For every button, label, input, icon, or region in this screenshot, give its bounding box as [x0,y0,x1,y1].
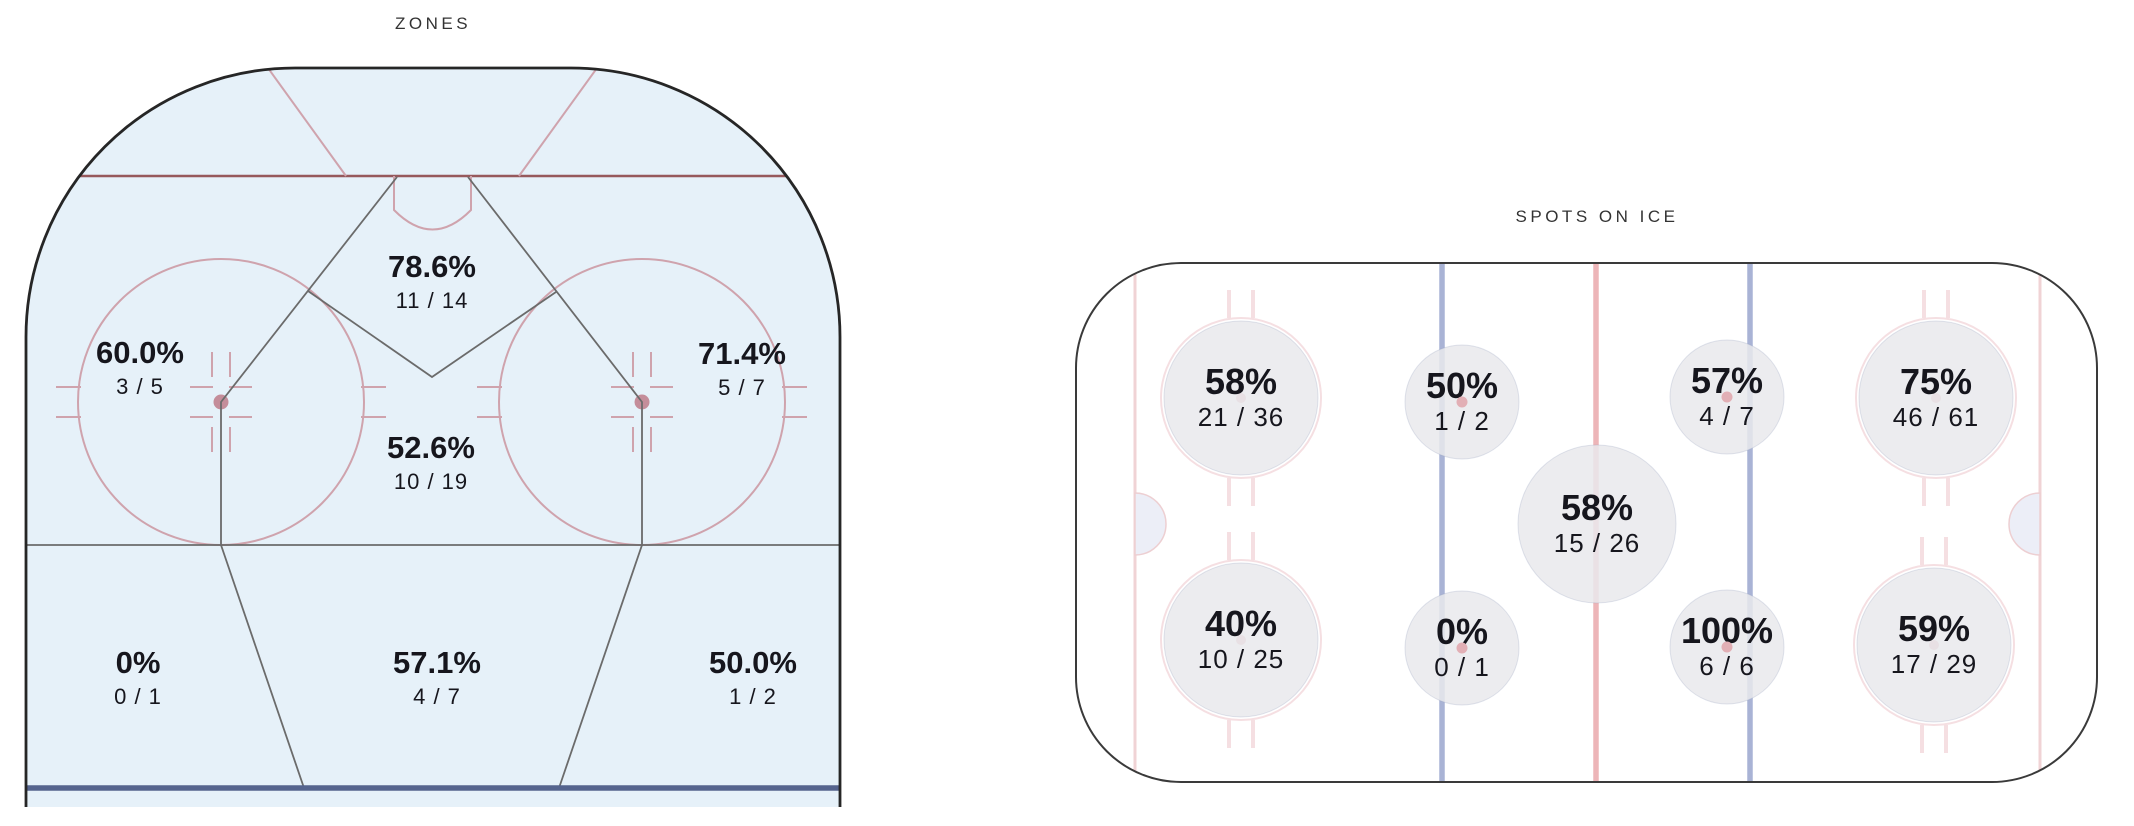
zones-ice-surface [26,68,840,807]
spots-title: SPOTS ON ICE [1516,207,1679,226]
spot-circle [1163,320,1319,476]
zone-pct: 78.6% [388,249,476,284]
zone-label-right-faceoff-circle: 71.4% 5 / 7 [698,336,786,400]
zone-fraction: 10 / 19 [394,469,468,494]
zones-boards [24,66,842,807]
spot-circle [1858,320,2014,476]
zone-boundaries [26,176,840,789]
zone-label-right-point: 50.0% 1 / 2 [709,645,797,709]
spot-fraction: 6 / 6 [1699,651,1755,681]
spot-circle [1163,562,1319,718]
zone-pct: 0% [116,645,161,680]
zone-fraction: 11 / 14 [396,288,469,313]
spot-circle [1856,567,2012,723]
zones-diagram: ZONES [24,14,842,807]
zone-label-high-slot: 78.6% 11 / 14 [388,249,476,313]
spot-fraction: 17 / 29 [1891,649,1978,679]
spot-fraction: 21 / 36 [1198,402,1285,432]
zone-pct: 60.0% [96,335,184,370]
zones-markings [26,68,840,791]
zone-fraction: 3 / 5 [116,374,164,399]
zone-label-left-point: 0% 0 / 1 [114,645,162,709]
goal-crease-right [2008,492,2041,556]
spot-pct: 59% [1898,608,1970,649]
zone-label-left-faceoff-circle: 60.0% 3 / 5 [96,335,184,399]
zone-fraction: 4 / 7 [413,684,461,709]
zone-fraction: 5 / 7 [718,375,766,400]
spot-pct: 58% [1205,361,1277,402]
zone-pct: 71.4% [698,336,786,371]
zone-label-low-slot: 52.6% 10 / 19 [387,430,475,494]
spot-pct: 58% [1561,487,1633,528]
zone-fraction: 1 / 2 [729,684,777,709]
zone-pct: 57.1% [393,645,481,680]
spot-oz-right-bottom: 59%17 / 29 [1856,567,2012,723]
trapezoid-line-right [518,68,598,177]
trapezoid-line-left [267,68,347,177]
spot-center-ice: 58%15 / 26 [1517,444,1677,604]
faceoff-marks-left [56,352,386,452]
spot-fraction: 0 / 1 [1434,652,1490,682]
spots-diagram: SPOTS ON ICE [1075,207,2098,783]
goal-crease-left [1134,492,1167,556]
spot-circle [1517,444,1677,604]
spot-fraction: 1 / 2 [1434,406,1490,436]
zone-labels: 78.6% 11 / 14 60.0% 3 / 5 71.4% 5 / 7 52.6% 10 … [96,249,797,709]
spot-fraction: 15 / 26 [1554,528,1641,558]
neutral-zone-dots [1456,391,1733,654]
spot-fraction: 46 / 61 [1893,402,1980,432]
zone-fraction: 0 / 1 [114,684,162,709]
spot-fraction: 10 / 25 [1198,644,1285,674]
zone-label-center-point: 57.1% 4 / 7 [393,645,481,709]
spot-fraction: 4 / 7 [1699,401,1755,431]
spot-oz-left-top: 58%21 / 36 [1163,320,1319,476]
zone-pct: 50.0% [709,645,797,680]
zone-pct: 52.6% [387,430,475,465]
zones-title: ZONES [395,14,471,33]
spot-oz-right-top: 75%46 / 61 [1858,320,2014,476]
spot-oz-left-bottom: 40%10 / 25 [1163,562,1319,718]
spots-boards [1075,262,2098,783]
spot-pct: 40% [1205,603,1277,644]
spot-pct: 75% [1900,361,1972,402]
goal-crease [393,176,472,231]
